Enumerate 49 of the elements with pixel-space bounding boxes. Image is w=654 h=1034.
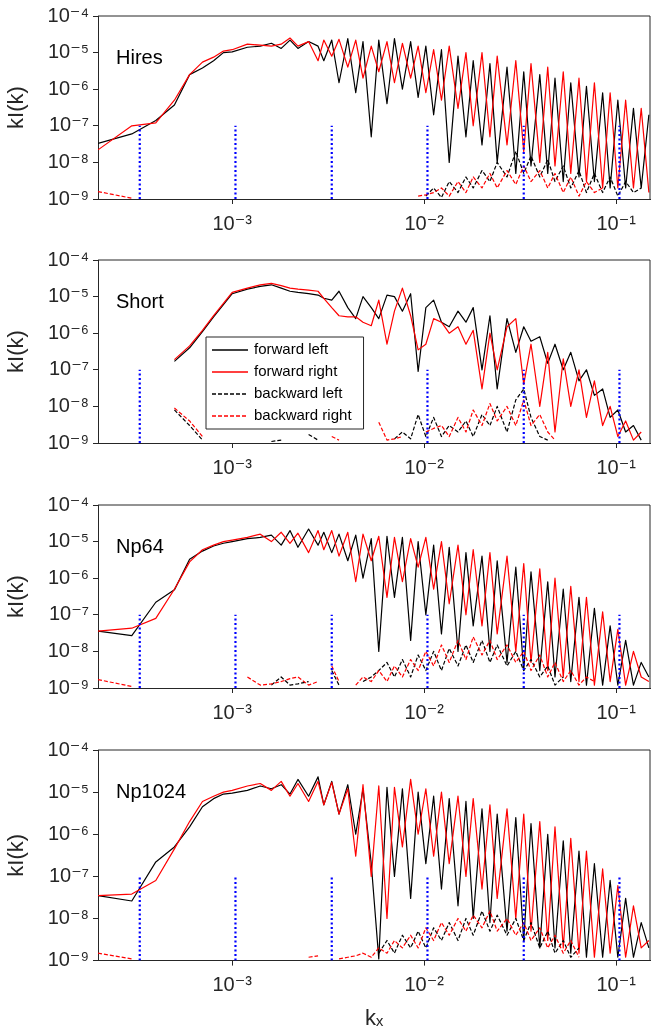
x-tick-label: 10⁻¹ (596, 973, 637, 996)
x-tick-label: 10⁻³ (212, 455, 253, 478)
y-tick-label: 10⁻⁶ (47, 76, 89, 99)
y-tick-label: 10⁻⁴ (47, 737, 89, 760)
x-tick-label: 10⁻² (404, 455, 445, 478)
annotation: Short (116, 289, 165, 312)
y-tick-label: 10⁻⁷ (48, 863, 89, 886)
y-tick-label: 10⁻⁷ (48, 602, 89, 625)
y-tick-label: 10⁻⁸ (47, 149, 89, 172)
y-tick-label: 10⁻⁹ (47, 675, 89, 698)
y-tick-label: 10⁻⁶ (47, 821, 89, 844)
y-tick-label: 10⁻⁵ (47, 529, 89, 552)
y-tick-label: 10⁻⁵ (47, 284, 89, 307)
y-tick-label: 10⁻⁶ (47, 565, 89, 588)
x-tick-label: 10⁻¹ (596, 455, 637, 478)
x-tick-label: 10⁻² (404, 973, 445, 996)
y-tick-label: 10⁻⁸ (47, 906, 89, 928)
legend-label: forward left (254, 340, 330, 358)
legend-label: forward right (254, 362, 339, 380)
y-tick-label: 10⁻⁵ (47, 40, 89, 63)
y-tick-label: 10⁻⁷ (48, 357, 89, 380)
y-tick-label: 10⁻⁵ (47, 779, 89, 802)
legend-label: backward right (254, 406, 353, 424)
x-tick-label: 10⁻³ (212, 211, 253, 234)
annotation: Hires (116, 45, 163, 68)
y-tick-label: 10⁻⁶ (47, 320, 89, 343)
annotation: Np1024 (116, 779, 187, 802)
x-tick-label: 10⁻² (404, 700, 445, 723)
y-tick-label: 10⁻⁸ (47, 393, 89, 416)
y-tick-label: 10⁻⁴ (47, 492, 89, 515)
y-tick-label: 10⁻⁹ (47, 430, 89, 453)
legend-label: backward left (254, 384, 344, 402)
y-tick-label: 10⁻⁴ (47, 247, 89, 270)
x-tick-label: 10⁻¹ (596, 700, 637, 723)
y-axis-title: kI(k) (3, 86, 29, 129)
y-tick-label: 10⁻⁷ (48, 113, 89, 136)
x-tick-label: 10⁻³ (212, 700, 253, 723)
x-axis-title: kₓ (364, 1004, 384, 1030)
y-tick-label: 10⁻⁸ (47, 638, 89, 661)
y-axis-title: kI(k) (3, 330, 29, 373)
y-axis-title: kI(k) (3, 575, 29, 618)
y-tick-label: 10⁻⁹ (47, 948, 89, 971)
x-tick-label: 10⁻² (404, 211, 445, 234)
annotation: Np64 (116, 534, 164, 557)
x-tick-label: 10⁻³ (212, 973, 253, 996)
x-tick-label: 10⁻¹ (596, 211, 637, 234)
y-axis-title: kI(k) (3, 833, 29, 877)
y-tick-label: 10⁻⁴ (47, 3, 89, 26)
y-tick-label: 10⁻⁹ (47, 186, 89, 209)
